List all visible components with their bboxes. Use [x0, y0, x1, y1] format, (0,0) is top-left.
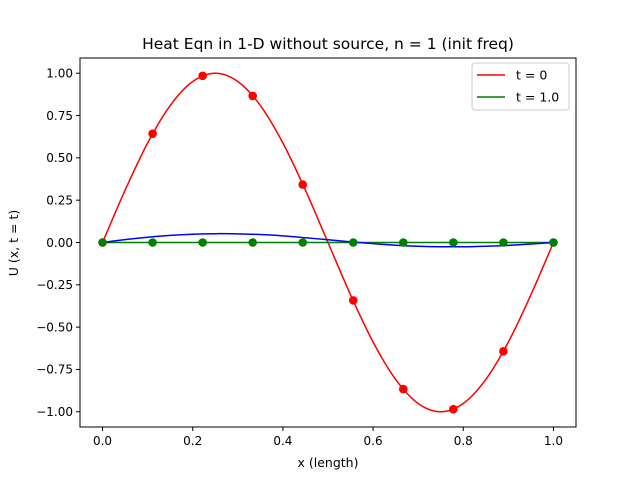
y-tick-label: 1.00	[46, 67, 73, 81]
series-t1-point	[499, 238, 508, 247]
legend-label-t0: t = 0	[516, 68, 547, 83]
series-t0-point	[298, 180, 308, 189]
y-tick-label: −0.25	[36, 278, 73, 292]
series-t1-point	[98, 238, 107, 247]
x-tick-label: 1.0	[544, 434, 563, 448]
y-tick-label: 0.00	[46, 236, 73, 250]
x-tick-label: 0.6	[364, 434, 383, 448]
y-tick-label: 0.75	[46, 109, 73, 123]
axes-frame	[79, 57, 577, 428]
series-t1-point	[148, 238, 157, 247]
y-tick-label: 0.50	[46, 151, 73, 165]
series-t1-point	[298, 238, 308, 247]
series-t1-point	[449, 238, 458, 247]
y-tick-label: −0.50	[36, 320, 73, 334]
series-t0-point	[399, 384, 408, 394]
x-tick-label: 0.2	[183, 434, 202, 448]
series-t0-point	[499, 347, 508, 356]
y-tick-label: 0.25	[46, 193, 73, 207]
markers-layer	[98, 71, 558, 414]
series-t1-point	[399, 238, 408, 247]
y-axis-label: U (x, t = t)	[6, 210, 21, 276]
series-t0-point	[348, 296, 358, 305]
series-t0-point	[148, 129, 157, 138]
series-t0-point	[449, 404, 458, 414]
y-tick-label: −1.00	[36, 405, 73, 419]
series-t1-point	[549, 238, 558, 247]
lines-layer	[101, 72, 555, 413]
x-axis-label: x (length)	[298, 455, 359, 470]
series-t1-point	[248, 238, 257, 247]
series-t0-point	[248, 91, 257, 101]
series-t0-point	[198, 71, 207, 81]
series-t1-point	[348, 238, 358, 247]
x-tick-label: 0.8	[454, 434, 473, 448]
series-intermediate-line	[102, 232, 554, 248]
x-tick-label: 0.4	[273, 434, 292, 448]
legend: t = 0 t = 1.0	[471, 62, 570, 111]
series-t1-point	[198, 238, 207, 247]
chart-title: Heat Eqn in 1-D without source, n = 1 (i…	[142, 35, 514, 53]
legend-label-t1: t = 1.0	[516, 90, 559, 105]
ticks-layer: 0.0 0.2 0.4 0.6 0.8 1.0 1.00 0.75 0.50 0.25 0.00 −0…	[36, 67, 563, 448]
x-tick-label: 0.0	[93, 434, 112, 448]
y-tick-label: −0.75	[36, 363, 73, 377]
